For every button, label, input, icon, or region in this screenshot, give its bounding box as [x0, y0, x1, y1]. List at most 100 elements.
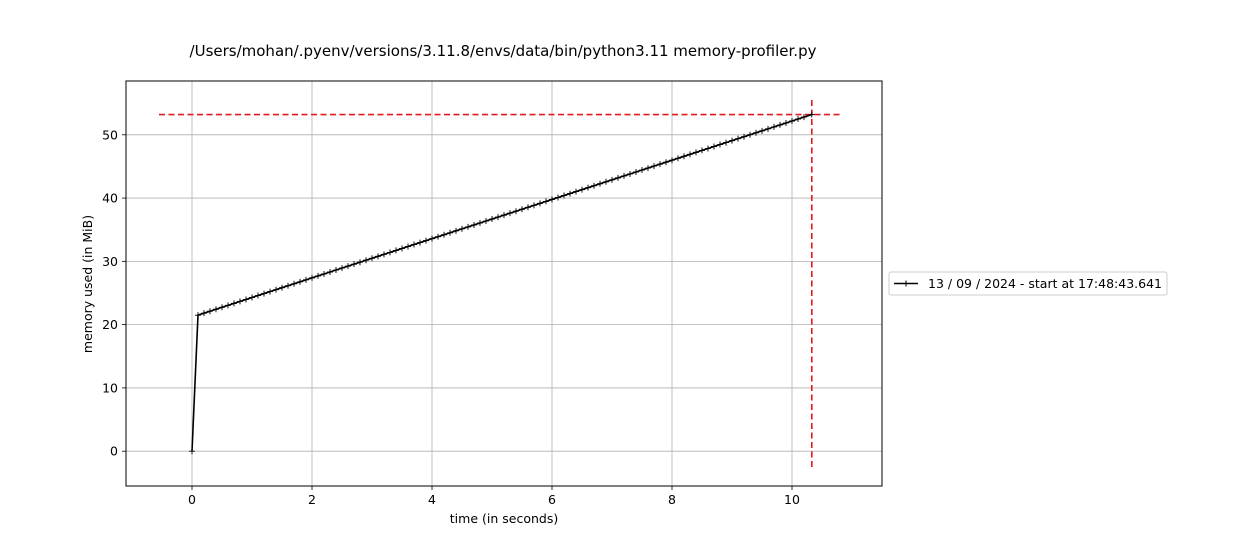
data-point-marker: [255, 292, 261, 299]
data-point-marker: [663, 159, 669, 166]
x-tick-label: 6: [548, 492, 556, 507]
data-point-marker: [537, 200, 543, 207]
data-point-marker: [753, 129, 759, 136]
data-point-marker: [735, 135, 741, 142]
data-point-marker: [483, 218, 489, 225]
x-tick-label: 10: [784, 492, 800, 507]
data-point-marker: [693, 149, 699, 156]
data-point-marker: [555, 194, 561, 201]
data-point-marker: [531, 202, 537, 209]
data-point-marker: [765, 125, 771, 132]
data-point-marker: [579, 186, 585, 193]
data-point-marker: [723, 139, 729, 146]
data-point-marker: [225, 302, 231, 309]
data-point-marker: [273, 286, 279, 293]
data-point-marker: [447, 229, 453, 236]
data-point-marker: [429, 235, 435, 242]
data-point-marker: [795, 116, 801, 123]
y-axis-label: memory used (in MiB): [80, 215, 95, 353]
max-memory-markers: [159, 98, 843, 468]
data-point-marker: [339, 265, 345, 272]
data-point-marker: [243, 296, 249, 303]
data-point-marker: [381, 251, 387, 258]
data-point-marker: [573, 188, 579, 195]
data-point-marker: [657, 161, 663, 168]
data-point-marker: [315, 272, 321, 279]
data-point-marker: [777, 121, 783, 128]
y-tick-label: 0: [110, 444, 118, 459]
data-point-marker: [513, 208, 519, 215]
data-point-marker: [309, 274, 315, 281]
data-point-marker: [585, 184, 591, 191]
data-point-marker: [357, 259, 363, 266]
data-point-marker: [747, 131, 753, 138]
data-point-marker: [453, 227, 459, 234]
data-point-marker: [495, 214, 501, 221]
data-point-marker: [213, 306, 219, 313]
data-point-marker: [411, 241, 417, 248]
data-point-marker: [489, 216, 495, 223]
x-tick-label: 0: [188, 492, 196, 507]
data-point-marker: [297, 278, 303, 285]
data-point-marker: [321, 270, 327, 277]
legend-label: 13 / 09 / 2024 - start at 17:48:43.641: [928, 276, 1162, 291]
data-point-marker: [477, 219, 483, 226]
data-point-marker: [363, 257, 369, 264]
data-point-marker: [375, 253, 381, 260]
y-axis-ticks: 0 10 20 30 40 50: [102, 127, 126, 459]
y-tick-label: 30: [102, 254, 118, 269]
chart-title: /Users/mohan/.pyenv/versions/3.11.8/envs…: [190, 42, 817, 60]
data-point-marker: [771, 123, 777, 130]
data-point-marker: [783, 119, 789, 126]
data-point-marker: [525, 204, 531, 211]
data-point-marker: [369, 255, 375, 262]
data-point-marker: [669, 157, 675, 164]
y-tick-label: 20: [102, 317, 118, 332]
data-point-marker: [639, 167, 645, 174]
data-point-marker: [597, 180, 603, 187]
legend-box: [888, 271, 1168, 296]
data-point-marker: [207, 308, 213, 315]
data-point-marker: [195, 312, 201, 319]
y-tick-label: 50: [102, 127, 118, 142]
data-point-marker: [399, 245, 405, 252]
memory-line: [191, 113, 813, 452]
data-point-marker: [441, 231, 447, 238]
data-point-marker: [729, 137, 735, 144]
data-point-marker: [261, 290, 267, 297]
data-point-marker: [231, 300, 237, 307]
data-point-marker: [507, 210, 513, 217]
data-point-marker: [759, 127, 765, 134]
plot-area-frame: [125, 80, 883, 487]
data-point-marker: [237, 298, 243, 305]
legend: 13 / 09 / 2024 - start at 17:48:43.641: [888, 271, 1168, 296]
data-point-marker: [303, 276, 309, 283]
data-point-marker: [633, 168, 639, 175]
data-point-marker: [471, 221, 477, 228]
x-axis-ticks: 0 2 4 6 8 10: [188, 486, 800, 507]
data-point-marker: [711, 143, 717, 150]
data-point-marker: [627, 170, 633, 177]
data-point-marker: [808, 111, 815, 118]
data-point-marker: [801, 114, 807, 121]
data-point-marker: [621, 172, 627, 179]
data-point-marker: [561, 192, 567, 199]
data-point-marker: [327, 269, 333, 276]
data-point-marker: [501, 212, 507, 219]
data-point-marker: [567, 190, 573, 197]
data-point-marker: [285, 282, 291, 289]
data-point-marker: [405, 243, 411, 250]
data-point-marker: [387, 249, 393, 256]
data-point-marker: [789, 118, 795, 125]
data-point-marker: [345, 263, 351, 270]
data-point-marker: [465, 223, 471, 230]
data-point-marker: [351, 261, 357, 268]
x-tick-label: 2: [308, 492, 316, 507]
data-point-marker: [549, 196, 555, 203]
data-point-marker: [459, 225, 465, 232]
data-point-marker: [543, 198, 549, 205]
data-point-marker: [435, 233, 441, 240]
memory-series: [189, 111, 815, 455]
data-point-marker: [249, 294, 255, 301]
